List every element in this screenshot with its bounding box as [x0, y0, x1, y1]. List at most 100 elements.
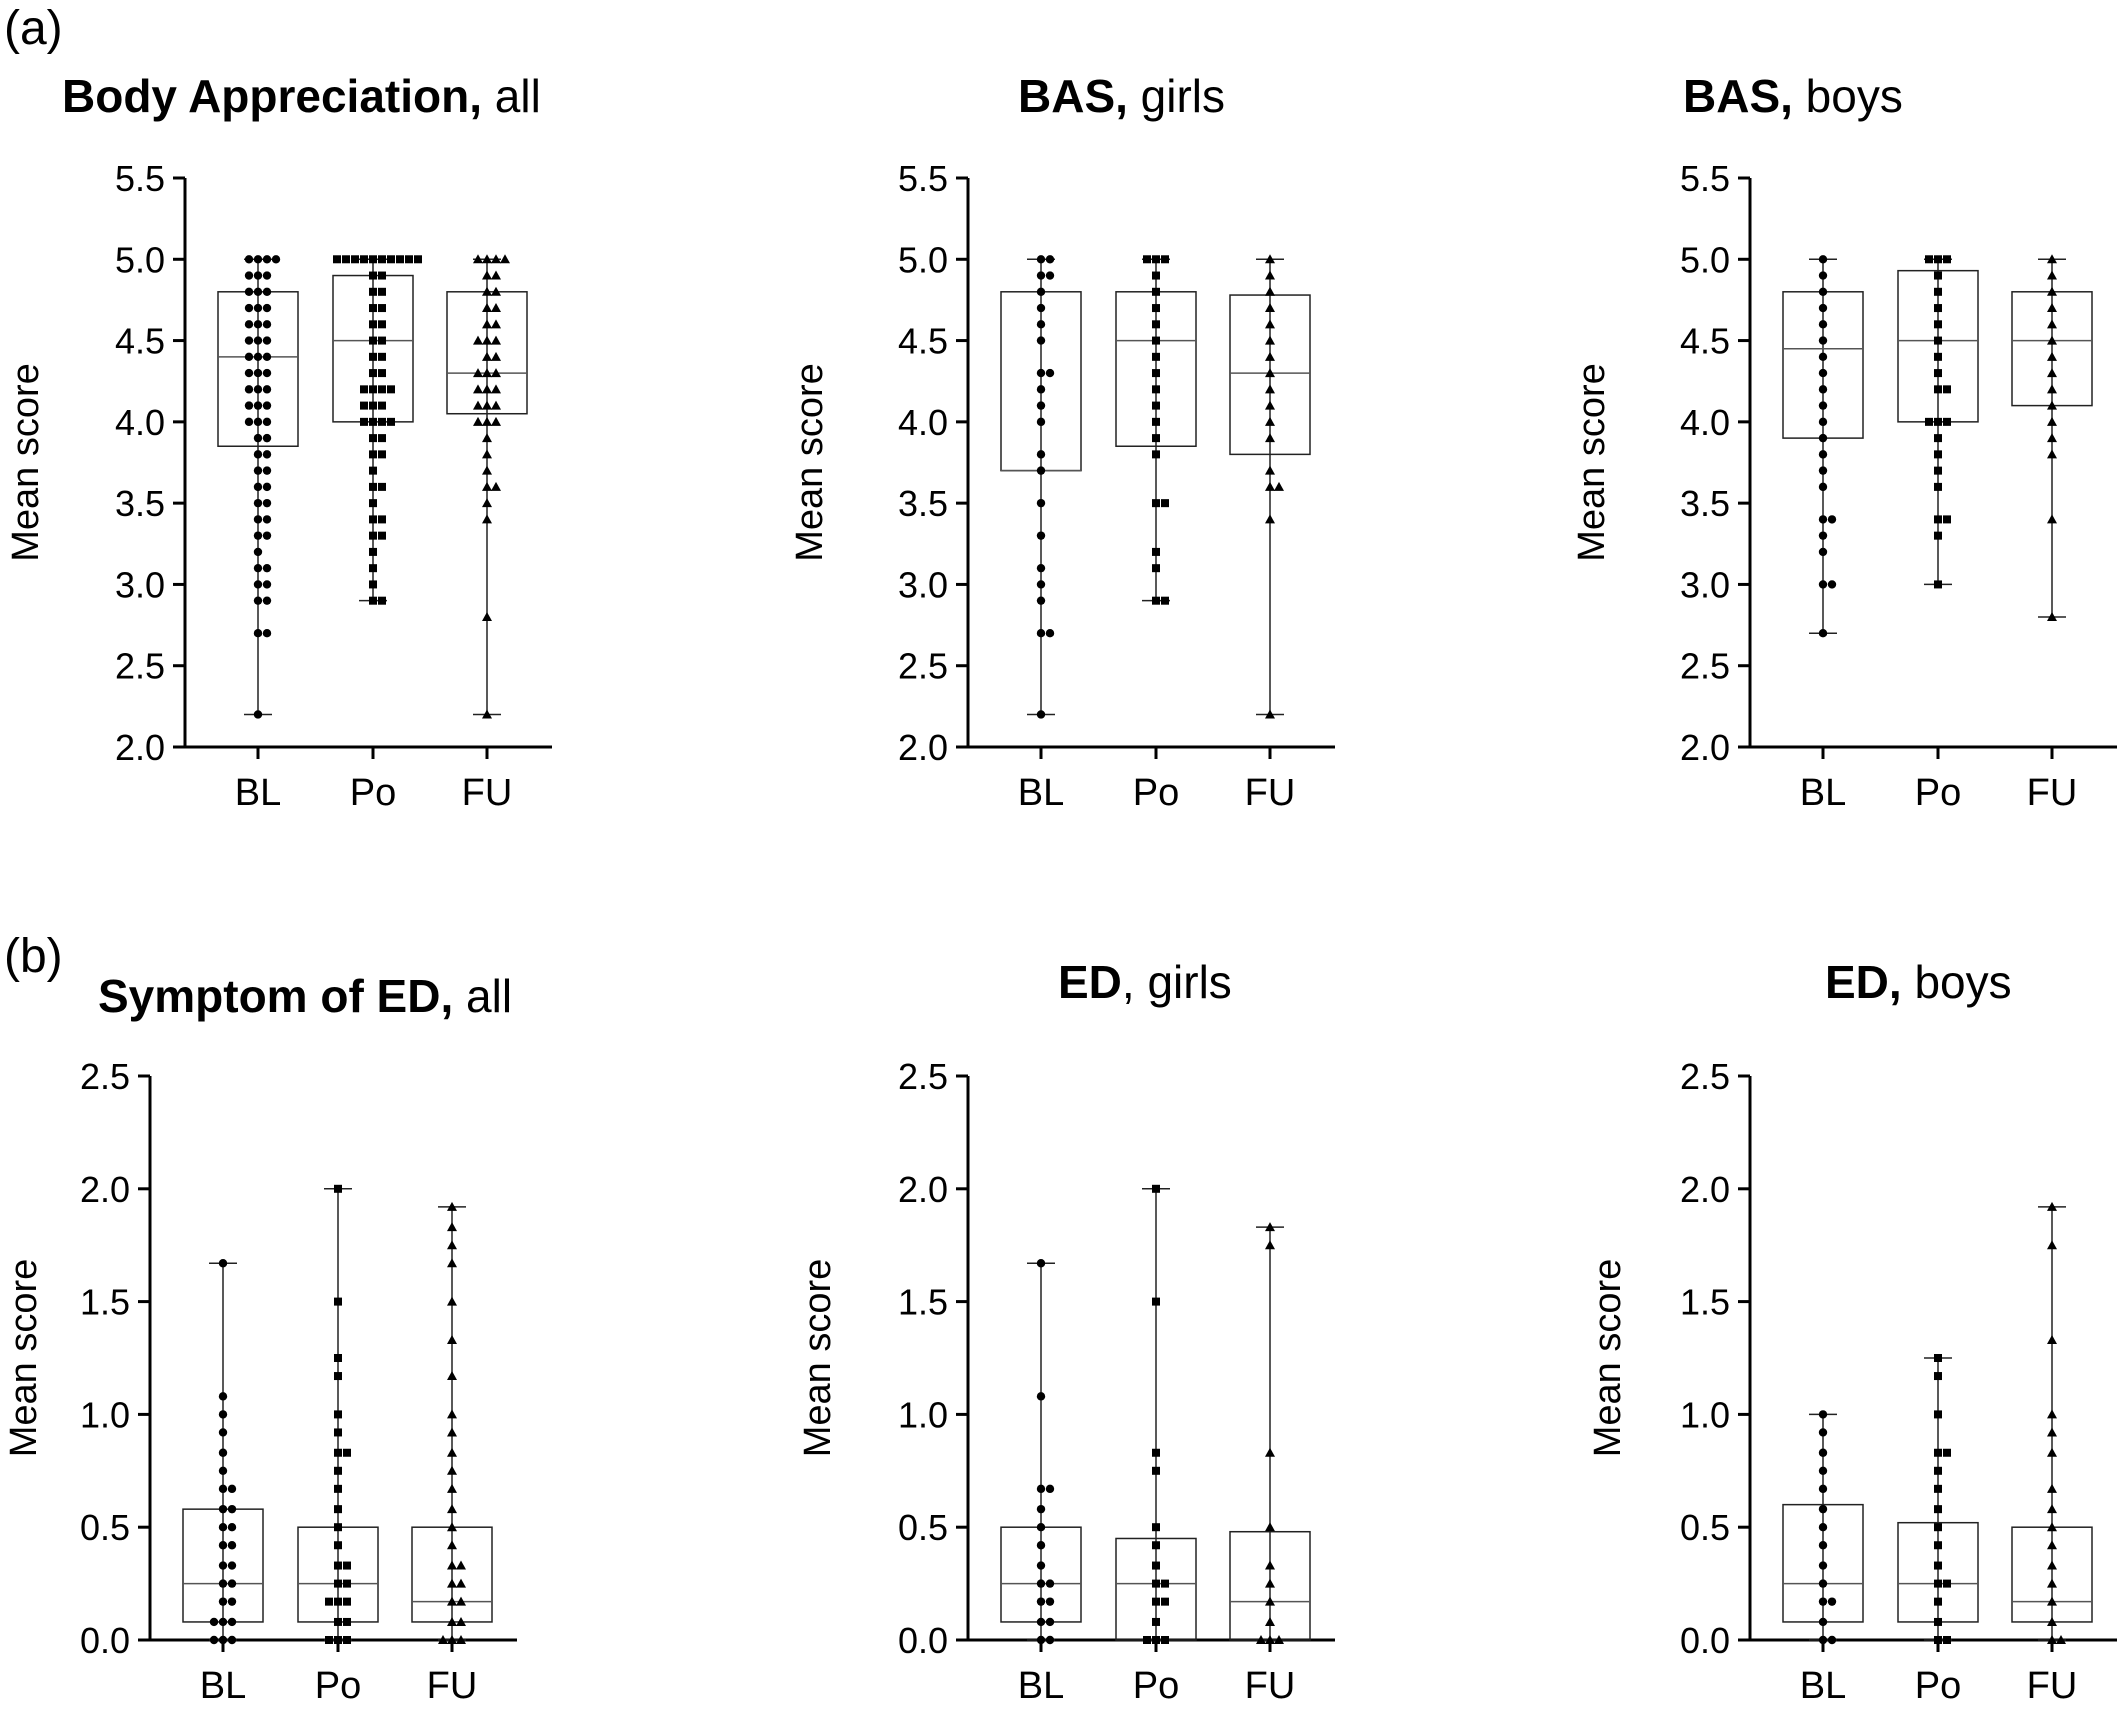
- data-point: [227, 1597, 237, 1606]
- y-tick-label: 2.5: [1680, 646, 1730, 687]
- y-tick-label: 0.0: [898, 1620, 948, 1661]
- data-point: [1152, 1636, 1160, 1644]
- data-point: [253, 482, 263, 492]
- y-tick-label: 2.5: [898, 646, 948, 687]
- y-tick-label: 5.0: [898, 239, 948, 280]
- data-point: [447, 1371, 457, 1381]
- data-point: [1036, 336, 1046, 345]
- data-point: [325, 1597, 333, 1606]
- data-point: [262, 482, 272, 492]
- data-point: [262, 629, 272, 638]
- data-point: [262, 531, 272, 540]
- data-point: [360, 401, 368, 410]
- data-point: [447, 1240, 457, 1250]
- data-point: [1045, 271, 1055, 280]
- data-point: [253, 401, 263, 410]
- data-point: [369, 531, 377, 540]
- data-point: [482, 303, 492, 313]
- data-point: [491, 481, 501, 491]
- data-point: [2047, 384, 2057, 394]
- data-point: [482, 481, 492, 491]
- data-point: [1818, 1523, 1828, 1532]
- data-point: [456, 1616, 466, 1626]
- data-point: [1265, 1240, 1275, 1250]
- data-point: [1036, 287, 1046, 296]
- data-point: [1274, 1635, 1284, 1644]
- data-point: [1045, 629, 1055, 638]
- data-point: [218, 1428, 228, 1437]
- data-point: [1036, 1484, 1046, 1494]
- data-point: [334, 1372, 342, 1381]
- panel-label-b: (b): [4, 930, 63, 983]
- y-tick-label: 5.0: [1680, 239, 1730, 280]
- data-point: [1818, 320, 1828, 329]
- data-point: [218, 1561, 228, 1570]
- data-point: [447, 1465, 457, 1475]
- data-point: [253, 710, 263, 719]
- y-tick-label: 2.5: [898, 1056, 948, 1097]
- data-point: [333, 255, 341, 264]
- data-point: [334, 1617, 342, 1626]
- data-point: [1036, 498, 1046, 508]
- data-point: [369, 596, 377, 605]
- data-point: [244, 287, 254, 296]
- data-point: [227, 1541, 237, 1550]
- data-point: [244, 303, 254, 313]
- chart-title-bold: BAS,: [1683, 70, 1793, 122]
- data-point: [369, 434, 377, 443]
- data-point: [218, 1579, 228, 1588]
- data-point: [262, 563, 272, 573]
- data-point: [1818, 385, 1828, 394]
- data-point: [334, 1597, 342, 1606]
- data-point: [262, 368, 272, 378]
- data-point: [1818, 1484, 1828, 1494]
- data-point: [1934, 304, 1942, 313]
- y-tick-label: 3.0: [1680, 564, 1730, 605]
- data-point: [253, 531, 263, 540]
- data-point: [1934, 515, 1942, 524]
- data-point: [1818, 433, 1828, 443]
- data-point: [2047, 270, 2057, 280]
- data-point: [2047, 1240, 2057, 1250]
- data-point: [1934, 580, 1942, 589]
- data-point: [369, 401, 377, 410]
- data-point: [473, 254, 483, 264]
- data-point: [1934, 531, 1942, 540]
- chart-title-bold: Symptom of ED,: [98, 970, 453, 1022]
- y-axis-label: Mean score: [1587, 1259, 1629, 1458]
- data-point: [1152, 1579, 1160, 1588]
- data-point: [378, 336, 386, 345]
- data-point: [1152, 596, 1160, 605]
- data-point: [1036, 466, 1046, 475]
- data-point: [1818, 1635, 1828, 1645]
- data-point: [1265, 1578, 1275, 1588]
- data-point: [2047, 303, 2057, 313]
- data-point: [447, 1635, 457, 1644]
- x-tick-label: FU: [427, 1665, 478, 1707]
- data-point: [1036, 255, 1046, 264]
- data-point: [1925, 417, 1933, 426]
- data-point: [369, 352, 377, 361]
- data-point: [1934, 1484, 1942, 1493]
- data-point: [334, 1354, 342, 1362]
- y-tick-label: 2.0: [898, 727, 948, 768]
- data-point: [244, 352, 254, 362]
- y-tick-label: 1.0: [1680, 1394, 1730, 1435]
- data-point: [387, 255, 395, 264]
- y-tick-label: 2.0: [1680, 727, 1730, 768]
- data-point: [378, 352, 386, 361]
- data-point: [253, 450, 263, 459]
- data-point: [447, 1447, 457, 1457]
- data-point: [456, 1596, 466, 1606]
- y-tick-label: 2.0: [80, 1169, 130, 1210]
- data-point: [2047, 514, 2057, 524]
- data-point: [2047, 1596, 2057, 1606]
- data-point: [2047, 1560, 2057, 1570]
- data-point: [1152, 450, 1160, 459]
- y-axis-label: Mean score: [797, 1259, 839, 1458]
- data-point: [1265, 1447, 1275, 1457]
- data-point: [218, 1597, 228, 1606]
- data-point: [2047, 335, 2057, 345]
- data-point: [209, 1635, 219, 1645]
- x-tick-label: BL: [1800, 772, 1846, 814]
